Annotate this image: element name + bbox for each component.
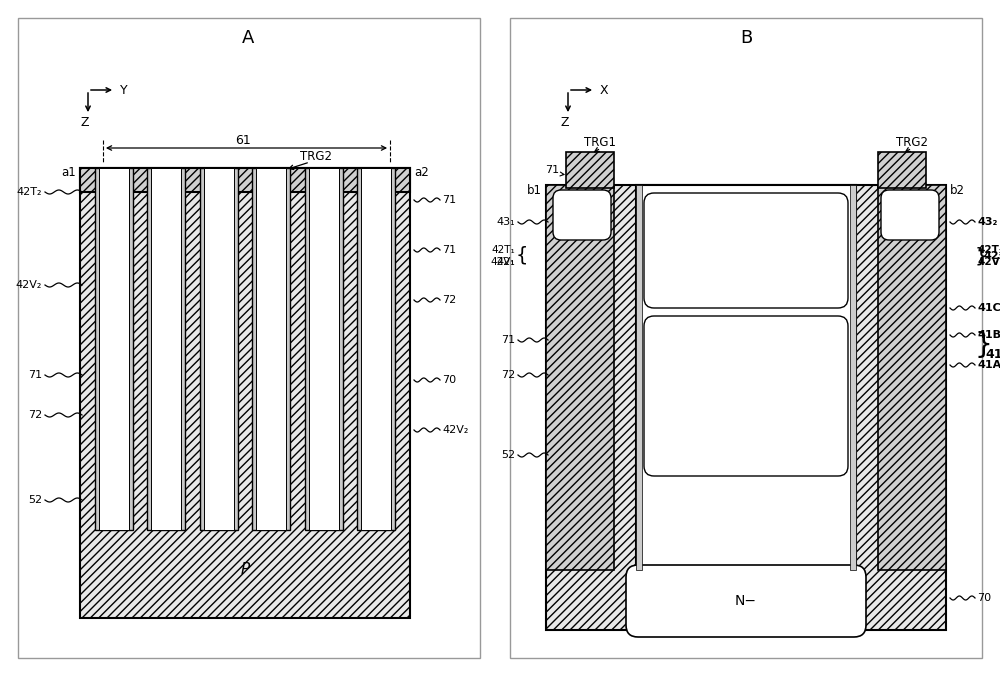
Bar	[510, 18, 982, 658]
Text: 70: 70	[442, 375, 456, 385]
Bar	[636, 185, 856, 570]
Text: X: X	[600, 84, 609, 97]
Text: 42V₂: 42V₂	[16, 280, 42, 290]
Bar	[256, 168, 286, 530]
Text: N++: N++	[570, 210, 594, 220]
Text: b1: b1	[527, 183, 542, 197]
Bar	[878, 185, 946, 570]
Bar	[95, 168, 133, 530]
Text: N+: N+	[735, 243, 757, 257]
Text: 41B: 41B	[977, 330, 1000, 340]
Text: 61: 61	[235, 135, 251, 147]
Text: Y: Y	[120, 84, 128, 97]
Text: 42T₂: 42T₂	[977, 245, 1000, 255]
Text: {: {	[516, 245, 528, 264]
Bar	[18, 18, 480, 658]
Bar	[80, 168, 410, 192]
Bar	[151, 168, 181, 530]
Text: a1: a1	[61, 166, 76, 178]
FancyBboxPatch shape	[626, 565, 866, 637]
Text: 72: 72	[442, 295, 456, 305]
Text: 72: 72	[28, 410, 42, 420]
Bar	[546, 185, 946, 630]
Text: 71: 71	[501, 335, 515, 345]
Text: B: B	[740, 29, 752, 47]
Text: N++: N++	[898, 210, 922, 220]
Text: 52: 52	[501, 450, 515, 460]
FancyBboxPatch shape	[881, 190, 939, 240]
Bar	[878, 152, 926, 188]
Text: 42V₁: 42V₁	[490, 257, 515, 267]
Bar	[636, 185, 642, 570]
FancyBboxPatch shape	[644, 316, 848, 476]
Text: 43₂: 43₂	[977, 217, 997, 227]
Bar	[305, 168, 343, 530]
Text: 41: 41	[985, 349, 1000, 362]
FancyBboxPatch shape	[644, 193, 848, 308]
Text: 71: 71	[28, 370, 42, 380]
Text: }: }	[975, 247, 988, 266]
Text: N−: N−	[735, 594, 757, 608]
Text: 71: 71	[442, 195, 456, 205]
Text: TRG2: TRG2	[896, 137, 928, 149]
Bar	[147, 168, 185, 530]
Bar	[566, 152, 614, 188]
Text: 71: 71	[545, 165, 559, 175]
Bar	[850, 185, 856, 570]
Text: 72: 72	[501, 370, 515, 380]
Bar	[80, 168, 410, 618]
Text: 42T₂: 42T₂	[16, 187, 42, 197]
Text: 70: 70	[977, 593, 991, 603]
Text: TRG1: TRG1	[584, 137, 616, 149]
Bar	[309, 168, 339, 530]
Text: }: }	[975, 331, 993, 359]
Text: A: A	[242, 29, 254, 47]
Bar	[204, 168, 234, 530]
Bar	[99, 168, 129, 530]
Text: 41A: 41A	[977, 360, 1000, 370]
Text: P: P	[742, 611, 750, 625]
Bar	[357, 168, 395, 530]
Text: N: N	[741, 389, 751, 403]
Bar	[361, 168, 391, 530]
Text: 42T₁: 42T₁	[491, 245, 515, 255]
Text: b2: b2	[950, 183, 965, 197]
Text: Z: Z	[561, 116, 569, 130]
FancyBboxPatch shape	[553, 190, 611, 240]
Text: TRG2: TRG2	[300, 151, 332, 164]
Bar	[200, 168, 238, 530]
Text: 42₂: 42₂	[984, 251, 1000, 261]
Text: a2: a2	[414, 166, 429, 178]
Text: 71: 71	[442, 245, 456, 255]
Text: 42V₂: 42V₂	[442, 425, 468, 435]
Text: 43₁: 43₁	[496, 217, 515, 227]
Text: Z: Z	[81, 116, 89, 130]
Bar	[546, 185, 614, 570]
Text: 52: 52	[28, 495, 42, 505]
Text: P: P	[240, 562, 250, 577]
Text: 41C: 41C	[977, 303, 1000, 313]
Bar	[252, 168, 290, 530]
Text: 42V₂: 42V₂	[977, 257, 1000, 267]
Text: 42₁: 42₁	[496, 257, 515, 267]
